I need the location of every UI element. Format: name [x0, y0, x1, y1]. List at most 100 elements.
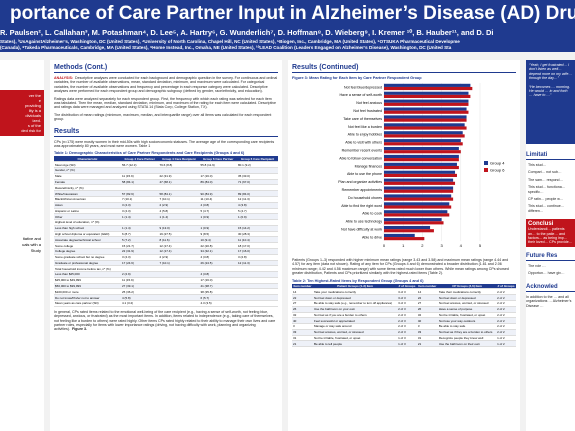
- x-tick-label: 3: [440, 243, 443, 248]
- box-line: dividuals: [25, 113, 41, 118]
- table-row: 22 Not feel down or depressed 3 of 3 22 Not …: [292, 294, 516, 301]
- column-header: CP Groups (4,6) Item: [437, 283, 497, 290]
- table-cell: [158, 271, 200, 278]
- box-line: ized.: [32, 118, 41, 123]
- category-label: Able to visit with others: [345, 141, 382, 145]
- table-row: 26 Use the bathroom on your own 2 of 3 26 Ha…: [292, 306, 516, 313]
- table-cell: 2 (2.9): [120, 271, 159, 278]
- table-cell: [158, 283, 200, 290]
- header: portance of Care Partner Input in Alzhei…: [0, 0, 575, 52]
- table-cell: 6 (5.7): [199, 294, 237, 301]
- table-cell: 1 (0.9): [199, 213, 237, 221]
- table-cell: 41 (38.7): [199, 283, 237, 290]
- bar: [384, 225, 431, 230]
- table-cell: Graduate or professional degree: [54, 260, 121, 267]
- legend-label: Group 6: [490, 168, 505, 173]
- table-cell: 2 of 3: [397, 323, 417, 330]
- bar: [384, 139, 461, 143]
- bar: [384, 91, 469, 95]
- text-line: ltative and: [22, 236, 41, 241]
- table-cell: [236, 265, 278, 273]
- table-cell: 40: [416, 317, 438, 325]
- table-cell: 33: [292, 329, 313, 336]
- table-cell: 15 (14.2): [236, 225, 278, 232]
- table-cell: $50,000 to $99,999: [54, 283, 121, 290]
- x-tick-label: 0: [383, 243, 386, 248]
- bar: [384, 237, 425, 241]
- table-cell: [199, 167, 237, 174]
- table-cell: Be able to tell people: [313, 340, 398, 348]
- table-cell: Some college: [54, 242, 121, 249]
- legend-swatch: [484, 168, 488, 172]
- table-row: 21 Be able to tell people 1 of 3 21 Use the …: [292, 340, 516, 348]
- table-cell: 47 (68.1): [158, 179, 200, 186]
- table-cell: 56.7 (12.3): [120, 161, 159, 169]
- table-row: Black/African American 7 (10.1) 7 (10.1) 11…: [54, 196, 278, 203]
- table-cell: [236, 219, 278, 226]
- category-label: Able to drive: [362, 235, 382, 239]
- table-cell: 12 (17.4): [158, 242, 200, 249]
- table-cell: 3 of 3: [397, 288, 417, 296]
- table-row: Total household income before tax, n* (%…: [54, 265, 278, 273]
- table-cell: 14: [416, 288, 438, 296]
- table-cell: Race/ethnicity, n* (%): [54, 184, 121, 192]
- table-cell: 2 of 2: [496, 300, 516, 307]
- table-cell: 5 (4.7): [236, 208, 278, 215]
- table-cell: Do not know/Prefer not to answer: [54, 294, 121, 301]
- table-cell: 1 of 3: [397, 340, 417, 348]
- table-cell: [236, 283, 278, 290]
- table-cell: 4 (3.8): [199, 202, 237, 209]
- bar: [384, 197, 454, 201]
- column-header: Group 6 Care Partner: [199, 156, 237, 163]
- bullet: The sam… respond…: [528, 177, 564, 182]
- bar: [384, 210, 448, 214]
- table-cell: Mean years as care partner (SD): [54, 300, 121, 307]
- bullet: This stud… continue… differen…: [528, 204, 565, 213]
- bar: [384, 218, 442, 222]
- table-cell: 2 of 2: [496, 294, 516, 301]
- table-cell: 26: [416, 306, 438, 313]
- table-row: Female 58 (84.1) 47 (68.1) 89 (84.0) 71 (67.…: [54, 179, 278, 186]
- category-label: Not feel like a burden: [348, 125, 382, 129]
- bar: [384, 213, 450, 217]
- table-row: Highest level of education, n* (%): [54, 219, 278, 226]
- section-heading: Conclusi: [528, 221, 554, 228]
- table-cell: [120, 219, 159, 226]
- bullet: This stud…: [528, 163, 547, 167]
- category-label: Not feel frustrated: [353, 109, 382, 113]
- category-label: Remember recent events: [342, 148, 383, 152]
- table-cell: College degree: [54, 248, 121, 255]
- table-cell: Not be irritable, frustrated, or upset: [437, 312, 497, 319]
- table-cell: 3 (4.3): [120, 208, 159, 215]
- bar: [384, 107, 467, 111]
- table-cell: 4 (3.8): [199, 271, 237, 278]
- table-row: Graduate or professional degree 17 (24.6)…: [54, 260, 278, 267]
- table-cell: 32: [416, 312, 438, 319]
- table-cell: Associate degree/technical school: [54, 236, 121, 244]
- table-row: College degree 22 (31.9) 12 (17.4) 34 (32.1…: [54, 248, 278, 255]
- table-cell: [158, 219, 200, 226]
- paragraph: Patients (Groups 1–3) responded with hig…: [292, 258, 509, 276]
- bar: [384, 126, 467, 130]
- table-cell: 3 (4.3): [120, 254, 159, 261]
- bullet: This stud… functiona… specific…: [528, 185, 566, 194]
- table-row: 33 Not feel anxious, worried, or stressed…: [292, 329, 516, 336]
- table-row: Gender, n* (%): [54, 167, 278, 174]
- table-row: Less than $25,000 2 (2.9) 4 (3.8): [54, 271, 278, 278]
- table-cell: [120, 167, 159, 174]
- table-cell: 7 (10.1): [158, 196, 200, 203]
- table-cell: Use the bathroom on your own: [313, 306, 398, 313]
- table-cell: [236, 167, 278, 174]
- ack-text: In addition to the … and all organizatio…: [526, 294, 572, 308]
- bullet: Compari… not sub…: [528, 170, 562, 175]
- table-cell: 22 (31.9): [158, 173, 200, 180]
- table-cell: Be able to stay safe: [437, 323, 497, 330]
- category-label: Have a sense of self-worth: [339, 93, 382, 97]
- bar: [384, 123, 465, 127]
- bar: [384, 94, 471, 99]
- table-cell: 11 (15.9): [120, 277, 159, 284]
- table-title: Table 1: Demographic Characteristics of …: [54, 151, 245, 156]
- table-cell: 4 (3.8): [236, 202, 278, 209]
- table-cell: 17 (16.0): [199, 277, 237, 284]
- table-cell: 2 of 3: [397, 329, 417, 336]
